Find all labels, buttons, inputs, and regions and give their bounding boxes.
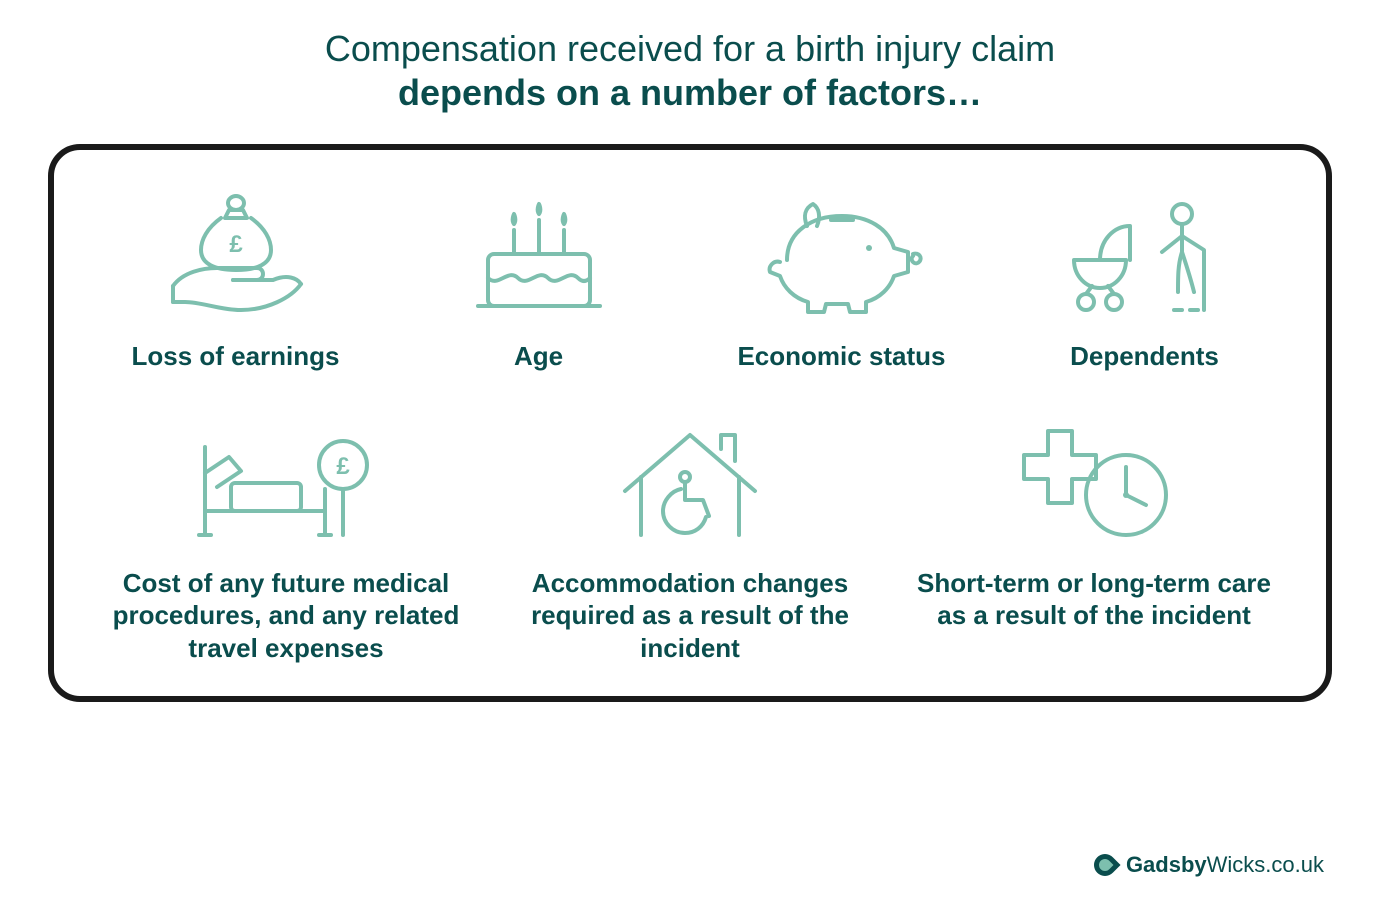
factor-age: Age [387, 190, 690, 373]
factor-label: Short-term or long-term care as a result… [910, 567, 1278, 632]
brand-rest: Wicks.co.uk [1207, 852, 1324, 877]
factor-economic: Economic status [690, 190, 993, 373]
factor-label: Loss of earnings [131, 340, 339, 373]
factor-label: Accommodation changes required as a resu… [506, 567, 874, 665]
factor-label: Cost of any future medical procedures, a… [102, 567, 470, 665]
factor-medical: £ Cost of any future medical procedures,… [84, 417, 488, 665]
page-title-block: Compensation received for a birth injury… [0, 0, 1380, 134]
hand-money-icon: £ [161, 190, 311, 320]
pram-elderly-icon [1060, 190, 1230, 320]
brand-bold: Gadsby [1126, 852, 1207, 877]
factor-label: Economic status [737, 340, 945, 373]
accessible-home-icon [605, 417, 775, 547]
factor-dependents: Dependents [993, 190, 1296, 373]
factor-earnings: £ Loss of earnings [84, 190, 387, 373]
factor-label: Dependents [1070, 340, 1219, 373]
title-line-2: depends on a number of factors… [0, 72, 1380, 114]
factors-card: £ Loss of earnings [48, 144, 1332, 702]
footer-brand: GadsbyWicks.co.uk [1094, 852, 1324, 878]
svg-text:£: £ [229, 231, 243, 258]
factor-care: Short-term or long-term care as a result… [892, 417, 1296, 632]
medical-clock-icon [1004, 417, 1184, 547]
birthday-cake-icon [464, 190, 614, 320]
factors-row-2: £ Cost of any future medical procedures,… [84, 417, 1296, 665]
svg-text:£: £ [336, 453, 350, 480]
title-line-1: Compensation received for a birth injury… [0, 28, 1380, 70]
factors-row-1: £ Loss of earnings [84, 190, 1296, 373]
hospital-bed-cost-icon: £ [191, 417, 381, 547]
leaf-icon [1089, 849, 1120, 880]
factor-accommodation: Accommodation changes required as a resu… [488, 417, 892, 665]
piggy-bank-icon [757, 190, 927, 320]
factor-label: Age [514, 340, 563, 373]
